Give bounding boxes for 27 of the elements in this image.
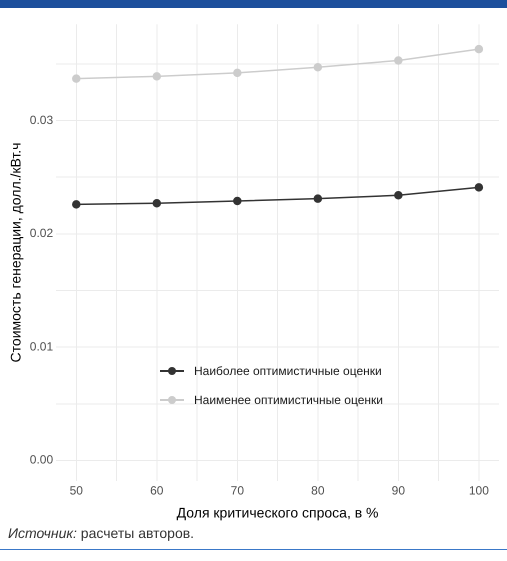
- text: Источник: расчеты авторов.: [8, 525, 194, 541]
- x-tick-label: 90: [392, 483, 406, 498]
- x-tick-label: 60: [150, 483, 164, 498]
- y-tick-label: 0.01: [30, 339, 54, 354]
- point: [152, 198, 162, 208]
- x-tick-label: 80: [311, 483, 325, 498]
- point: [314, 63, 322, 72]
- point: [72, 200, 81, 209]
- point: [233, 68, 242, 78]
- point: [152, 72, 162, 81]
- legend-label: Наиболее оптимистичные оценки: [194, 364, 382, 378]
- point: [394, 191, 403, 200]
- legend-label: Наименее оптимистичные оценки: [194, 392, 383, 406]
- x-axis-title: Доля критического спроса, в %: [176, 504, 378, 520]
- y-tick-label: 0.02: [30, 226, 54, 240]
- y-axis-title: Стоимость генерации, долл./кВт.ч: [7, 142, 24, 362]
- x-tick-label: 100: [468, 483, 490, 498]
- point: [394, 56, 403, 65]
- y-tick-label: 0.03: [30, 112, 54, 127]
- point: [314, 194, 322, 203]
- x-tick-label: 50: [70, 483, 84, 498]
- x-tick-label: 70: [230, 483, 244, 498]
- text: 0.00: [30, 452, 54, 467]
- point: [474, 44, 484, 54]
- point: [474, 183, 484, 192]
- point: [72, 74, 81, 83]
- point: [233, 196, 242, 206]
